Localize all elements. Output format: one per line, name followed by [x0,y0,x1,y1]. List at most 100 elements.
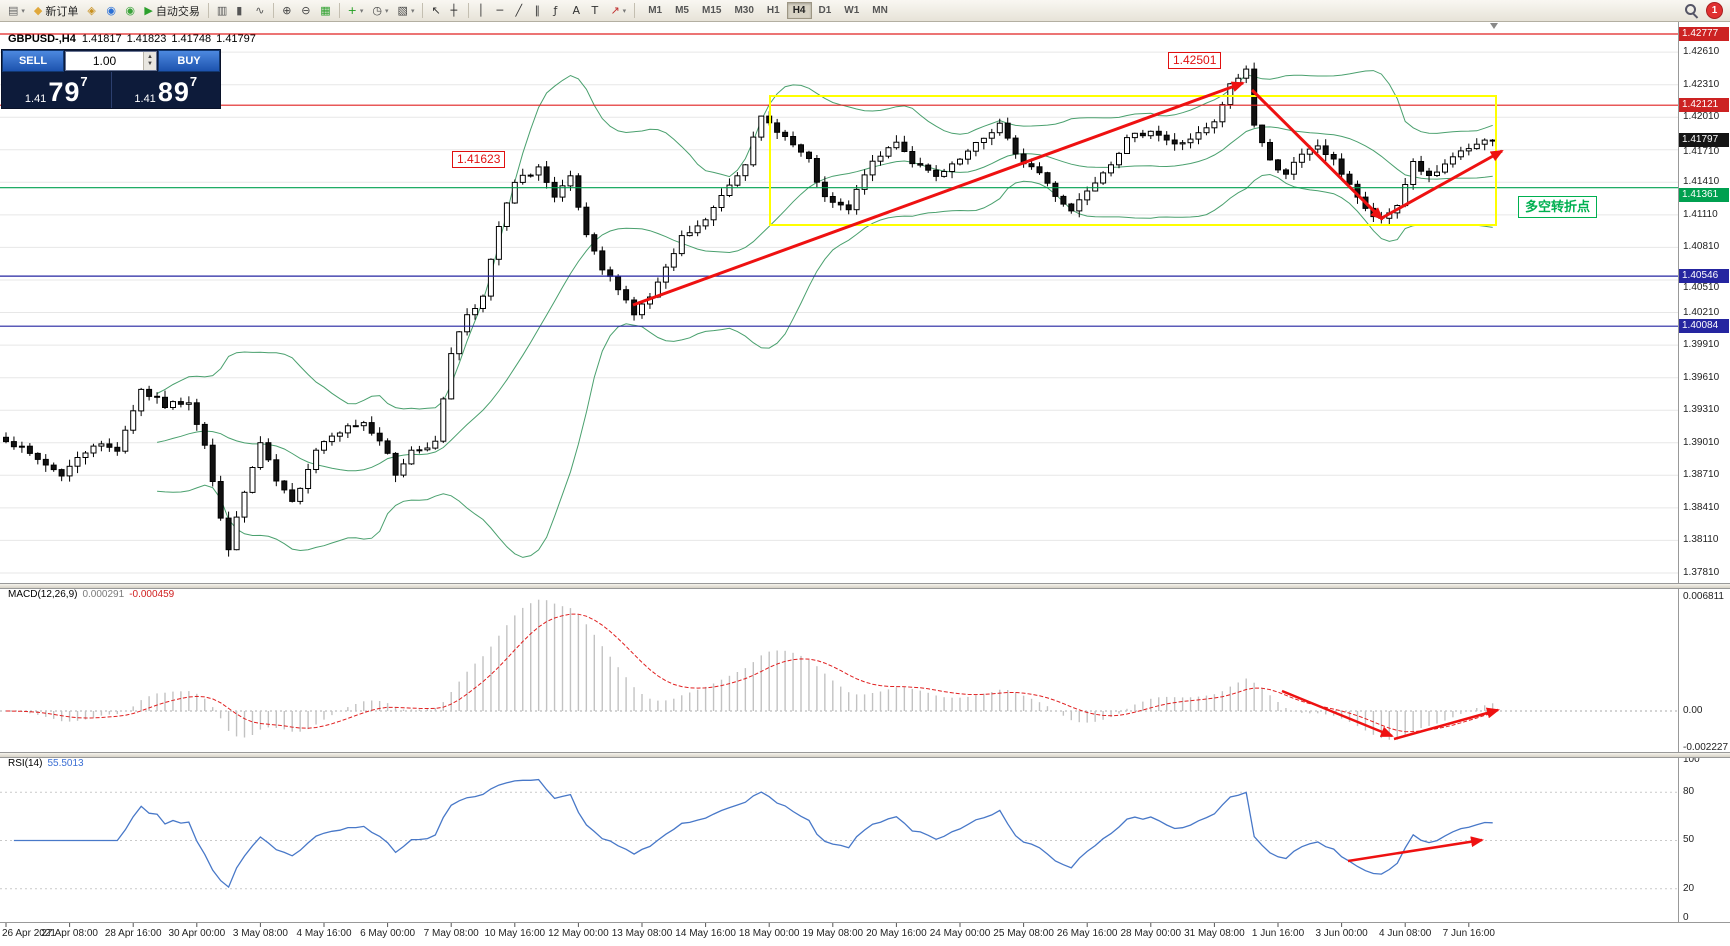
label-icon: T [591,4,599,17]
timeframe-m15-button[interactable]: M15 [696,2,727,19]
chart-shift-marker [1490,23,1498,29]
time-axis-label: 3 Jun 00:00 [1315,928,1368,939]
text-button[interactable]: A [568,2,586,20]
horizontal-line-objects[interactable] [0,33,1678,327]
time-axis-label: 18 May 00:00 [738,928,800,939]
buy-button[interactable]: BUY [158,50,220,72]
autotrading-button-label: 自动交易 [155,5,200,18]
trendline-button[interactable]: ╱ [511,2,529,20]
timeframe-d1-button[interactable]: D1 [813,2,838,19]
macd-name: MACD(12,26,9) [8,589,78,600]
annotation-objects-layer[interactable] [632,23,1504,863]
price-badge: 1.41361 [1679,188,1729,202]
tile-windows-button[interactable]: ▦ [316,2,334,20]
toolbar-separator [207,3,209,18]
time-axis-separator [0,922,1730,923]
rsi-layer [0,778,1678,890]
rsi-indicator-label: RSI(14) 55.5013 [8,758,84,769]
price-axis-label: 1.40510 [1683,282,1720,293]
cursor-icon: ↖ [431,4,441,17]
zoom-out-button[interactable]: ⊖ [297,2,315,20]
market-watch-icon: ◉ [106,4,116,17]
toolbar-separator [422,3,424,18]
toolbar: ▤ ▾ ◆ 新订单 ◈ ◉ ◉ ▶ 自动交易 ▥ ▮ ∿ ⊕ ⊖ ▦ + ▾ ◷ ▾ ▧ ▾ ↖ ┼ │ ─ ╱ ∥ ƒ A T ↗ ▾ M1… [0,0,1730,22]
volume-decrease-button[interactable]: ▼ [147,61,153,67]
line-chart-button[interactable]: ∿ [251,2,269,20]
autotrading-button[interactable]: ▶ 自动交易 [140,2,203,20]
indicators-button[interactable]: + ▾ [344,2,368,20]
fibonacci-button[interactable]: ƒ [549,2,567,20]
price-axis-label: 1.39310 [1683,404,1720,415]
new-order-button[interactable]: ◆ 新订单 [30,2,82,20]
periods-button[interactable]: ◷ ▾ [368,2,392,20]
macd-axis-label: -0.002227 [1683,742,1729,753]
price-axis-label: 1.42010 [1683,111,1720,122]
crosshair-icon: ┼ [450,4,458,17]
rsi-axis-label: 80 [1683,786,1695,797]
new-chart-button[interactable]: ▤ ▾ [4,2,29,20]
timeframe-m30-button[interactable]: M30 [728,2,759,19]
ohlc-close: 1.41797 [216,33,256,45]
notification-badge[interactable]: 1 [1706,2,1723,19]
buy-price-button[interactable]: 1.41 89 7 [112,72,221,108]
sell-button[interactable]: SELL [2,50,64,72]
chevron-down-icon: ▾ [410,7,415,15]
one-click-trading-panel: SELL ▲ ▼ BUY 1.41 79 7 1.41 89 7 [1,49,221,109]
rsi-panel-separator[interactable] [0,752,1730,758]
chevron-down-icon: ▾ [622,7,627,15]
macd-panel-separator[interactable] [0,583,1730,589]
timeframe-m1-button[interactable]: M1 [642,2,668,19]
vertical-line-button[interactable]: │ [473,2,491,20]
time-axis-label: 12 May 00:00 [548,928,609,939]
bar-chart-button[interactable]: ▥ [213,2,231,20]
volume-input[interactable] [66,52,143,70]
macd-indicator-label: MACD(12,26,9) 0.000291 -0.000459 [8,589,174,600]
macd-axis-label: 0.00 [1683,705,1703,716]
cursor-button[interactable]: ↖ [427,2,445,20]
market-watch-button[interactable]: ◉ [102,2,120,20]
rsi-axis-label: 0 [1683,912,1689,923]
timeframe-h1-button[interactable]: H1 [761,2,786,19]
volume-increase-button[interactable]: ▲ [147,54,153,60]
price-callout-label[interactable]: 1.41623 [452,151,506,168]
templates-button[interactable]: ▧ ▾ [394,2,419,20]
line-chart-icon: ∿ [255,4,265,17]
channel-icon: ∥ [534,4,540,17]
time-axis-label: 6 May 00:00 [360,928,416,939]
time-axis-label: 7 Jun 16:00 [1442,928,1495,939]
price-axis-label: 1.39910 [1683,339,1720,350]
time-axis-label: 3 May 08:00 [232,928,288,939]
timeframe-m5-button[interactable]: M5 [669,2,695,19]
sell-price-button[interactable]: 1.41 79 7 [2,72,112,108]
new-order-icon: ◆ [33,4,43,17]
time-axis-label: 26 May 16:00 [1056,928,1118,939]
horizontal-line-button[interactable]: ─ [492,2,510,20]
trend-note-label[interactable]: 多空转折点 [1518,196,1598,218]
candlestick-button[interactable]: ▮ [232,2,250,20]
label-button[interactable]: T [587,2,605,20]
channel-button[interactable]: ∥ [530,2,548,20]
macd-axis-label: 0.006811 [1683,591,1724,602]
zoom-in-button[interactable]: ⊕ [278,2,296,20]
macd-layer [0,599,1678,740]
price-callout-label[interactable]: 1.42501 [1168,52,1222,69]
shapes-button[interactable]: ↗ ▾ [606,2,630,20]
metaeditor-button[interactable]: ◈ [83,2,101,20]
crosshair-button[interactable]: ┼ [446,2,464,20]
timeframe-mn-button[interactable]: MN [866,2,894,19]
price-axis-label: 1.40210 [1683,307,1720,318]
toolbar-separator [338,3,340,18]
price-axis-label: 1.38710 [1683,469,1720,480]
refresh-button[interactable]: ◉ [121,2,139,20]
trendline-icon: ╱ [515,4,523,17]
toolbar-right-group: 1 [1684,2,1726,19]
timeframe-w1-button[interactable]: W1 [838,2,865,19]
price-axis-separator [1678,21,1679,922]
rsi-name: RSI(14) [8,758,43,769]
periods-icon: ◷ [372,4,383,17]
rsi-value: 55.5013 [47,758,84,769]
search-icon[interactable] [1684,3,1699,19]
timeframe-h4-button[interactable]: H4 [786,2,812,19]
